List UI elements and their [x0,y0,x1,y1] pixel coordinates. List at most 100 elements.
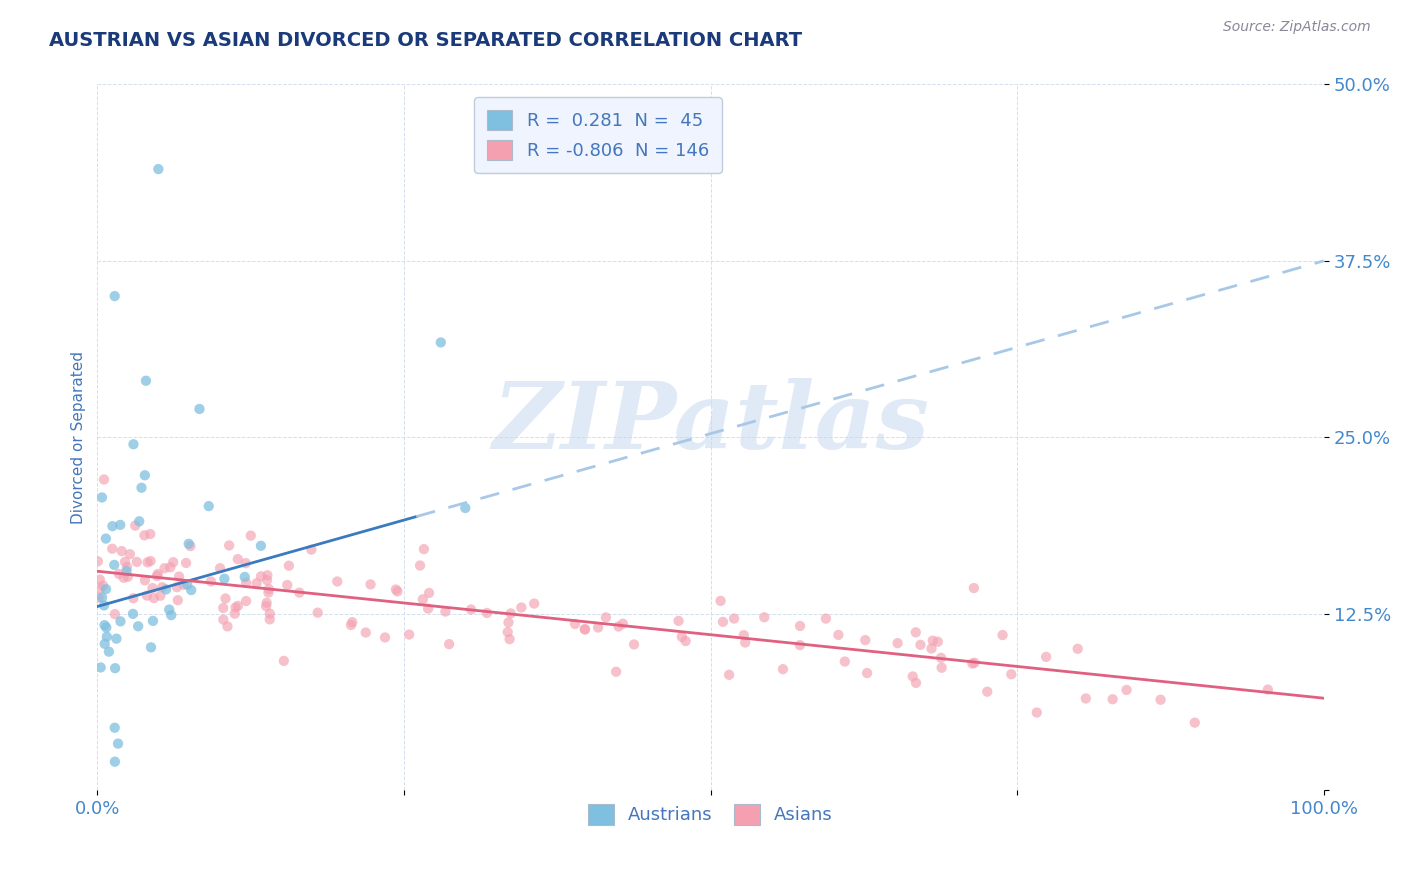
Point [273,654,295,668]
Point [718,668,741,682]
Point [87,591,110,605]
Point [90,660,112,674]
Point [595,610,617,624]
Legend: Austrians, Asians: Austrians, Asians [579,795,842,834]
Point [256,568,278,582]
Point [498,615,520,630]
Text: ZIPatlas: ZIPatlas [492,378,929,468]
Point [93,473,115,487]
Point [710,594,733,608]
Point [430,335,453,350]
Point [496,625,519,640]
Point [107,737,129,751]
Point [94,582,117,596]
Point [115,560,138,574]
Point [733,628,755,642]
Point [174,556,197,570]
Point [146,569,169,583]
Point [276,578,298,592]
Point [208,561,231,575]
Point [94,532,117,546]
Point [122,591,145,606]
Point [1067,641,1090,656]
Point [139,527,162,541]
Point [177,537,200,551]
Point [239,528,262,542]
Point [224,607,246,621]
Point [103,558,125,572]
Point [112,571,135,585]
Point [931,661,953,675]
Point [256,573,278,587]
Point [148,162,170,177]
Point [288,585,311,599]
Point [299,542,322,557]
Point [921,633,943,648]
Point [789,619,811,633]
Point [1074,691,1097,706]
Point [412,542,434,557]
Point [197,499,219,513]
Point [124,518,146,533]
Point [160,608,183,623]
Point [256,596,278,610]
Point [605,665,627,679]
Point [1149,692,1171,706]
Point [814,611,837,625]
Point [101,541,124,556]
Point [789,638,811,652]
Point [149,589,172,603]
Point [586,620,609,634]
Point [1000,667,1022,681]
Point [257,585,280,599]
Point [612,616,634,631]
Point [176,577,198,591]
Point [963,656,986,670]
Point [920,641,942,656]
Point [91,591,114,605]
Point [499,607,522,621]
Point [93,599,115,613]
Point [157,602,180,616]
Point [259,612,281,626]
Point [246,576,269,591]
Point [963,581,986,595]
Point [976,684,998,698]
Point [188,401,211,416]
Point [387,584,409,599]
Point [564,617,586,632]
Point [146,566,169,581]
Point [155,582,177,597]
Text: AUSTRIAN VS ASIAN DIVORCED OR SEPARATED CORRELATION CHART: AUSTRIAN VS ASIAN DIVORCED OR SEPARATED … [49,31,803,50]
Point [250,569,273,583]
Point [142,614,165,628]
Point [101,519,124,533]
Point [233,570,256,584]
Point [340,618,363,632]
Point [1025,706,1047,720]
Point [250,539,273,553]
Point [398,627,420,641]
Point [901,669,924,683]
Point [853,633,876,648]
Point [134,574,156,588]
Point [910,638,932,652]
Point [360,577,382,591]
Point [212,613,235,627]
Point [354,625,377,640]
Point [374,631,396,645]
Point [104,661,127,675]
Point [574,622,596,636]
Point [856,666,879,681]
Point [134,528,156,542]
Point [475,606,498,620]
Point [235,556,257,570]
Point [671,630,693,644]
Point [607,619,630,633]
Point [226,552,249,566]
Point [416,601,439,615]
Point [97,645,120,659]
Point [498,632,520,647]
Point [93,618,115,632]
Point [93,637,115,651]
